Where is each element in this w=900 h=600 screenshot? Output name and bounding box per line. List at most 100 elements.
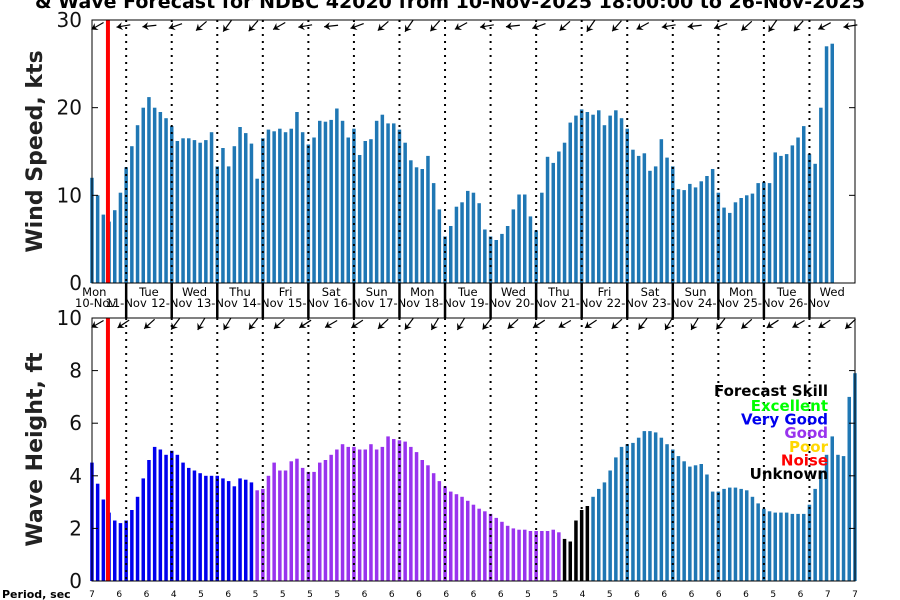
bar bbox=[272, 131, 276, 283]
bar bbox=[198, 473, 202, 581]
bar bbox=[710, 169, 715, 283]
bar bbox=[562, 538, 567, 581]
direction-arrow bbox=[532, 319, 546, 329]
direction-arrow bbox=[272, 21, 286, 31]
day-date-label: 10-Nov bbox=[75, 296, 116, 310]
bar bbox=[170, 126, 174, 283]
bar bbox=[574, 520, 578, 581]
bar bbox=[534, 230, 538, 283]
direction-arrow bbox=[377, 20, 389, 32]
bar bbox=[380, 114, 385, 283]
legend-entry: Noise bbox=[781, 451, 828, 469]
plot-frame bbox=[91, 19, 856, 284]
bar bbox=[585, 112, 590, 283]
bar bbox=[545, 156, 550, 283]
bar bbox=[802, 126, 806, 283]
bar bbox=[101, 214, 106, 283]
direction-arrow bbox=[558, 319, 572, 329]
bar bbox=[198, 142, 202, 283]
bar bbox=[665, 444, 669, 581]
bar bbox=[790, 145, 795, 283]
bar bbox=[437, 481, 442, 581]
legend-entry: Excellent bbox=[751, 397, 828, 415]
period-value: 6 bbox=[498, 590, 504, 600]
bar bbox=[779, 512, 783, 581]
bar bbox=[95, 483, 100, 581]
bar bbox=[682, 461, 686, 581]
bar bbox=[745, 195, 749, 283]
direction-arrow bbox=[91, 21, 104, 31]
direction-arrow bbox=[766, 319, 779, 329]
bar bbox=[477, 203, 481, 283]
legend-entry: Good bbox=[784, 424, 828, 442]
bar bbox=[841, 456, 846, 581]
y-tick-label: 4 bbox=[69, 464, 82, 488]
direction-arrow bbox=[143, 318, 156, 330]
period-value: 6 bbox=[362, 590, 368, 600]
bar bbox=[483, 511, 487, 581]
bar bbox=[443, 486, 447, 581]
bar bbox=[113, 210, 117, 283]
bar bbox=[460, 202, 464, 283]
bar bbox=[597, 110, 601, 283]
period-value: 6 bbox=[225, 590, 231, 600]
bar bbox=[830, 43, 834, 284]
bar bbox=[175, 141, 180, 283]
direction-arrow bbox=[638, 318, 648, 330]
bar bbox=[767, 183, 772, 283]
bar bbox=[340, 444, 345, 581]
direction-arrow bbox=[636, 22, 650, 30]
bar bbox=[346, 446, 350, 581]
bar bbox=[523, 194, 527, 283]
period-value: 5 bbox=[525, 590, 531, 600]
bar bbox=[221, 478, 225, 581]
legend-entry: Poor bbox=[789, 438, 829, 456]
bar bbox=[659, 139, 664, 283]
bar bbox=[568, 541, 572, 581]
bar bbox=[676, 456, 681, 581]
bar bbox=[722, 207, 726, 283]
bar bbox=[249, 143, 254, 283]
direction-arrow bbox=[377, 318, 389, 330]
direction-arrow bbox=[843, 22, 858, 31]
bar bbox=[597, 488, 601, 581]
bar bbox=[295, 458, 299, 581]
bar bbox=[187, 467, 191, 581]
y-axis-label: Wave Height, ft bbox=[23, 352, 48, 547]
bar bbox=[181, 138, 185, 283]
bar bbox=[819, 470, 823, 581]
period-value: 6 bbox=[716, 590, 722, 600]
bar bbox=[329, 119, 333, 284]
period-value: 5 bbox=[770, 590, 776, 600]
bar bbox=[585, 506, 590, 581]
bar bbox=[591, 496, 595, 581]
bar bbox=[204, 140, 208, 283]
direction-arrow bbox=[324, 22, 339, 31]
bar bbox=[642, 153, 647, 283]
wave-height-panel: 0 2 4 6 8 10 Wave Height, ft bbox=[23, 306, 857, 593]
bar bbox=[790, 513, 795, 581]
bar bbox=[688, 183, 692, 283]
bar bbox=[363, 449, 367, 581]
bar bbox=[591, 114, 595, 283]
bar bbox=[113, 520, 117, 581]
bar bbox=[733, 202, 738, 283]
bar bbox=[426, 155, 430, 283]
bar bbox=[631, 442, 635, 581]
bar bbox=[568, 122, 572, 283]
direction-arrow bbox=[690, 317, 699, 331]
bar bbox=[653, 432, 658, 581]
bar bbox=[762, 182, 766, 283]
direction-arrow bbox=[223, 317, 232, 331]
bar bbox=[300, 132, 305, 283]
direction-arrow bbox=[350, 319, 364, 329]
bar bbox=[625, 128, 629, 283]
bar bbox=[300, 467, 305, 581]
bar bbox=[226, 166, 231, 283]
bar bbox=[813, 163, 817, 283]
direction-arrow bbox=[507, 318, 519, 330]
bar bbox=[500, 233, 504, 283]
direction-arrow bbox=[404, 19, 414, 33]
bar bbox=[523, 529, 527, 581]
period-value: 5 bbox=[334, 590, 340, 600]
